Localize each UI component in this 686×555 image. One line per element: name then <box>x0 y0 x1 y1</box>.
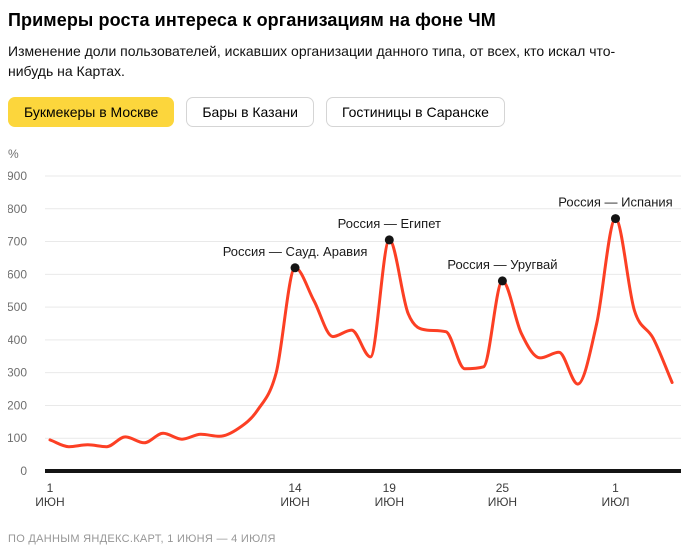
peak-marker <box>290 263 300 273</box>
page-title: Примеры роста интереса к организациям на… <box>8 10 496 30</box>
peak-marker <box>384 235 394 245</box>
y-axis-label: 600 <box>8 267 27 281</box>
tab-bookmakers-moscow[interactable]: Букмекеры в Москве <box>8 97 175 127</box>
y-axis-label: 100 <box>8 431 27 445</box>
x-axis-tick-month: ИЮЛ <box>601 495 629 509</box>
x-axis-tick-day: 14 <box>288 481 302 495</box>
peak-marker <box>611 214 620 224</box>
x-axis-tick-month: ИЮН <box>375 495 404 509</box>
x-axis-baseline <box>45 469 681 473</box>
x-axis-tick-day: 1 <box>47 481 54 495</box>
y-axis-label: 900 <box>8 169 27 183</box>
interest-chart: 0100200300400500600700800900%1ИЮН14ИЮН19… <box>8 147 681 509</box>
peak-marker <box>497 276 507 286</box>
x-axis-tick-month: ИЮН <box>35 495 64 509</box>
x-axis-tick-month: ИЮН <box>488 495 517 509</box>
match-annotation: Россия — Египет <box>338 216 441 231</box>
x-axis-tick-month: ИЮН <box>280 495 309 509</box>
tab-bars-kazan[interactable]: Бары в Казани <box>186 97 314 127</box>
y-axis-label: 400 <box>8 333 27 347</box>
match-annotation: Россия — Испания <box>558 195 672 210</box>
category-tabs: Букмекеры в Москве Бары в Казани Гостиницы… <box>8 97 686 127</box>
y-axis-label: 500 <box>8 300 27 314</box>
x-axis-tick-day: 1 <box>612 481 619 495</box>
page-subtitle: Изменение доли пользователей, искавших о… <box>8 43 616 79</box>
data-source-note: ПО ДАННЫМ ЯНДЕКС.КАРТ, 1 ИЮНЯ — 4 ИЮЛЯ <box>8 533 276 545</box>
y-axis-label: 300 <box>8 366 27 380</box>
y-axis-label: 700 <box>8 235 27 249</box>
tab-hotels-saransk[interactable]: Гостиницы в Саранске <box>325 97 505 127</box>
x-axis-tick-day: 19 <box>383 481 397 495</box>
y-axis-unit-label: % <box>8 147 19 161</box>
y-axis-label: 0 <box>20 464 27 478</box>
y-axis-label: 800 <box>8 202 27 216</box>
match-annotation: Россия — Сауд. Аравия <box>223 244 368 259</box>
x-axis-tick-day: 25 <box>496 481 510 495</box>
match-annotation: Россия — Уругвай <box>447 257 557 272</box>
y-axis-label: 200 <box>8 398 27 412</box>
interest-line <box>48 217 674 449</box>
